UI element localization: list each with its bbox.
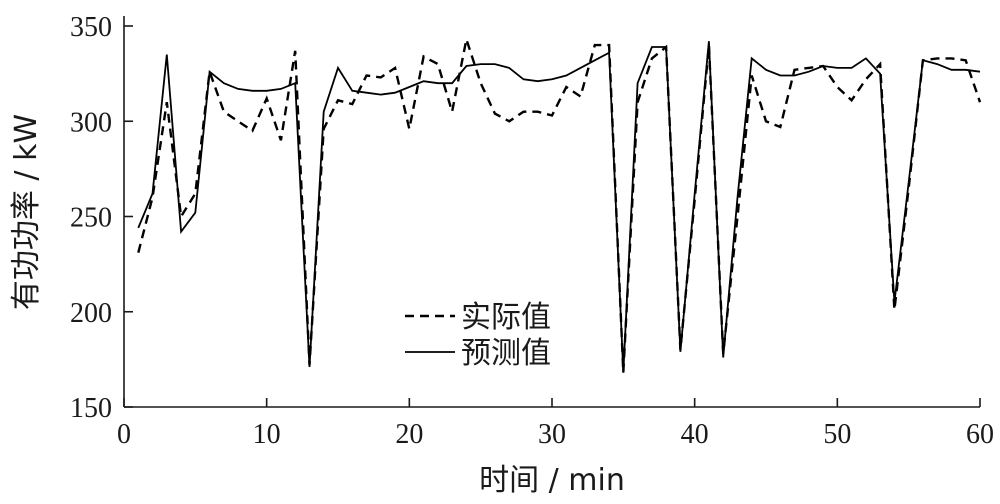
series-layer [137, 34, 982, 373]
x-tick-label: 60 [966, 419, 994, 450]
series-line-actual [137, 34, 982, 373]
x-axis: 0 10 20 30 40 50 60 [117, 398, 994, 450]
x-tick-label: 40 [681, 419, 709, 450]
y-tick-label: 200 [70, 298, 112, 329]
x-axis-title: 时间 / min [479, 463, 625, 498]
x-tick-label: 10 [253, 419, 281, 450]
x-tick-label: 30 [538, 419, 566, 450]
x-tick-label: 50 [823, 419, 851, 450]
x-ticks: 0 10 20 30 40 50 60 [117, 398, 994, 450]
y-axis: 150 200 250 300 350 [70, 12, 133, 424]
x-tick-label: 0 [117, 419, 131, 450]
y-tick-label: 300 [70, 107, 112, 138]
y-tick-label: 350 [70, 12, 112, 43]
series-line-predicted [137, 41, 981, 373]
legend-label-actual: 实际值 [461, 300, 551, 335]
y-tick-label: 150 [70, 393, 112, 424]
y-tick-label: 250 [70, 203, 112, 234]
legend-label-predicted: 预测值 [461, 336, 551, 371]
y-ticks: 150 200 250 300 350 [70, 12, 133, 424]
y-axis-title: 有功功率 / kW [9, 114, 44, 310]
legend: 实际值 预测值 [405, 300, 551, 371]
x-tick-label: 20 [395, 419, 423, 450]
